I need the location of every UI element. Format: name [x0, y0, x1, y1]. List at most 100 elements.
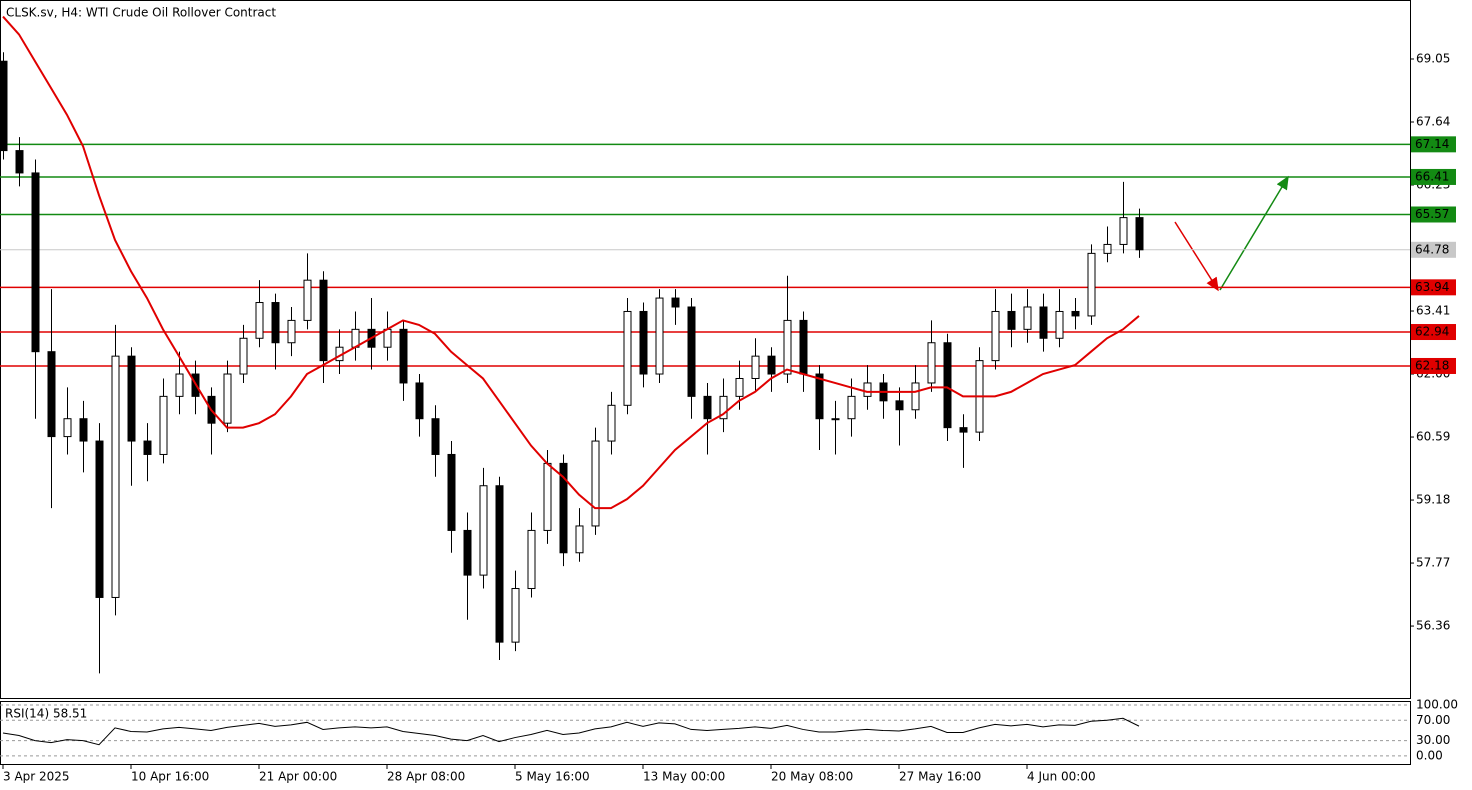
candle-body	[303, 279, 312, 321]
last-price-tag	[1411, 241, 1456, 258]
level-label: 62.18	[1415, 358, 1449, 372]
level-tag	[1411, 279, 1456, 296]
candle-body	[431, 418, 440, 455]
candle-body	[655, 297, 664, 375]
candle-body	[895, 400, 904, 411]
candle-body	[687, 306, 696, 397]
candle-body	[847, 395, 856, 420]
y-tick-label: 60.59	[1416, 430, 1450, 444]
rsi-tick-label: 70.00	[1416, 713, 1450, 727]
candle-body	[255, 302, 264, 339]
candle-body	[543, 462, 552, 531]
x-tick-label: 5 May 16:00	[515, 770, 590, 784]
candle-body	[527, 529, 536, 590]
level-tag	[1411, 324, 1456, 341]
level-label: 67.14	[1415, 137, 1449, 151]
x-tick-label: 4 Jun 00:00	[1027, 770, 1096, 784]
x-tick-label: 21 Apr 00:00	[259, 770, 337, 784]
rsi-line	[2, 717, 1140, 746]
candle-body	[79, 418, 88, 442]
candle-body	[1119, 217, 1128, 245]
candle-body	[639, 310, 648, 375]
chart-title: CLSK.sv, H4: WTI Crude Oil Rollover Cont…	[6, 6, 276, 20]
candle-body	[319, 279, 328, 362]
y-tick-label: 67.64	[1416, 114, 1450, 128]
level-tag	[1411, 136, 1456, 153]
candle-body	[719, 395, 728, 420]
rsi-tick-label: 100.00	[1416, 698, 1458, 712]
candle-body	[1007, 310, 1016, 330]
candle-body	[479, 485, 488, 576]
level-tag	[1411, 168, 1456, 185]
candle-body	[111, 355, 120, 598]
candle-body	[575, 525, 584, 554]
y-tick-label: 56.36	[1416, 619, 1450, 633]
candle-body	[623, 310, 632, 406]
down-arrow	[1174, 221, 1219, 292]
candle-body	[1039, 306, 1048, 339]
candle-body	[703, 395, 712, 420]
candle-body	[767, 355, 776, 375]
candle-body	[399, 328, 408, 384]
candle-body	[447, 453, 456, 531]
candle-body	[1071, 310, 1080, 317]
level-tag	[1411, 357, 1456, 374]
level-label: 62.94	[1415, 325, 1449, 339]
candle-body	[223, 373, 232, 424]
candle-body	[591, 440, 600, 527]
candle-body	[927, 342, 936, 384]
candle-body	[0, 60, 8, 152]
candle-body	[959, 427, 968, 433]
candle-body	[1087, 252, 1096, 317]
candle-body	[1135, 217, 1144, 251]
candle-body	[143, 440, 152, 455]
candle-body	[287, 319, 296, 344]
candle-body	[159, 395, 168, 455]
candle-body	[735, 377, 744, 397]
candle-body	[239, 337, 248, 375]
candle-body	[831, 418, 840, 421]
main-frame	[0, 0, 1411, 699]
candle-body	[991, 310, 1000, 362]
x-tick-label: 20 May 08:00	[771, 770, 853, 784]
candle-body	[31, 172, 40, 353]
candle-body	[1055, 310, 1064, 339]
candle-body	[127, 355, 136, 442]
moving-average	[2, 15, 1140, 510]
candle-body	[799, 319, 808, 375]
candle-body	[511, 588, 520, 643]
level-label: 63.94	[1415, 280, 1449, 294]
candle-body	[495, 485, 504, 643]
x-tick-label: 10 Apr 16:00	[131, 770, 209, 784]
candle-body	[911, 382, 920, 411]
candle-body	[751, 355, 760, 379]
candle-body	[863, 382, 872, 397]
candle-body	[63, 418, 72, 438]
up-arrow	[1219, 175, 1289, 291]
rsi-tick-label: 30.00	[1416, 733, 1450, 747]
candle-body	[463, 529, 472, 576]
candle-body	[815, 373, 824, 420]
x-tick-label: 3 Apr 2025	[3, 770, 70, 784]
candle-body	[415, 382, 424, 420]
y-tick-label: 57.77	[1416, 556, 1450, 570]
candle-body	[943, 342, 952, 429]
candle-body	[1023, 306, 1032, 330]
rsi-tick-label: 0.00	[1416, 748, 1443, 762]
candle-body	[175, 373, 184, 397]
candle-body	[559, 462, 568, 554]
rsi-frame	[0, 701, 1411, 765]
candle-body	[271, 302, 280, 344]
level-label: 65.57	[1415, 207, 1449, 221]
y-tick-label: 69.05	[1416, 51, 1450, 65]
x-tick-label: 13 May 00:00	[643, 770, 725, 784]
candle-body	[1103, 243, 1112, 254]
rsi-title: RSI(14) 58.51	[5, 707, 87, 721]
candle-body	[783, 319, 792, 375]
level-tag	[1411, 206, 1456, 223]
candle-body	[607, 404, 616, 442]
x-tick-label: 28 Apr 08:00	[387, 770, 465, 784]
candle-body	[95, 440, 104, 598]
